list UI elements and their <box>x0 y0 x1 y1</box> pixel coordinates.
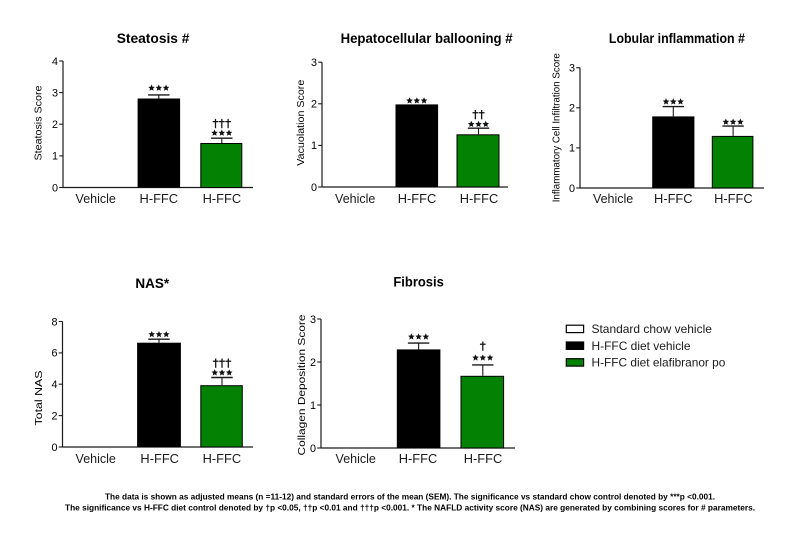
svg-text:The significance vs H-FFC diet: The significance vs H-FFC diet control d… <box>65 503 755 513</box>
svg-text:H-FFC: H-FFC <box>399 452 438 466</box>
svg-text:0: 0 <box>310 443 316 455</box>
svg-text:H-FFC: H-FFC <box>203 192 242 206</box>
svg-text:0: 0 <box>52 182 58 194</box>
svg-text:Vehicle: Vehicle <box>336 452 376 466</box>
svg-text:4: 4 <box>51 379 57 391</box>
svg-text:2: 2 <box>310 357 316 369</box>
svg-text:Vehicle: Vehicle <box>76 452 116 466</box>
svg-text:Vacuolation Score: Vacuolation Score <box>296 79 307 165</box>
svg-text:Standard chow vehicle: Standard chow vehicle <box>592 322 713 336</box>
svg-text:H-FFC: H-FFC <box>398 192 437 206</box>
svg-text:3: 3 <box>52 87 58 99</box>
svg-text:H-FFC: H-FFC <box>203 452 242 466</box>
svg-text:The data is shown as adjusted: The data is shown as adjusted means (n =… <box>105 492 715 502</box>
svg-text:3: 3 <box>310 314 316 326</box>
svg-text:Steatosis Score: Steatosis Score <box>34 85 45 160</box>
svg-text:2: 2 <box>52 119 58 131</box>
svg-text:4: 4 <box>52 56 58 68</box>
svg-text:H-FFC: H-FFC <box>460 192 499 206</box>
svg-text:Hepatocellular ballooning #: Hepatocellular ballooning # <box>341 30 513 46</box>
svg-text:H-FFC diet elafibranor po: H-FFC diet elafibranor po <box>592 356 726 370</box>
svg-text:2: 2 <box>569 103 575 115</box>
svg-text:Total NAS: Total NAS <box>34 370 45 425</box>
svg-text:1: 1 <box>311 140 317 152</box>
svg-text:Collagen Deposition Score: Collagen Deposition Score <box>297 314 308 455</box>
svg-text:1: 1 <box>310 400 316 412</box>
svg-text:1: 1 <box>52 151 58 163</box>
svg-text:8: 8 <box>51 316 57 328</box>
svg-text:Vehicle: Vehicle <box>335 192 375 206</box>
svg-text:1: 1 <box>569 143 575 155</box>
svg-text:6: 6 <box>51 348 57 360</box>
svg-text:H-FFC: H-FFC <box>654 192 693 206</box>
svg-text:2: 2 <box>51 410 57 422</box>
svg-text:Steatosis #: Steatosis # <box>117 30 190 46</box>
svg-text:Lobular inflammation #: Lobular inflammation # <box>609 30 745 46</box>
svg-text:3: 3 <box>311 57 317 69</box>
svg-text:H-FFC: H-FFC <box>140 192 179 206</box>
svg-text:0: 0 <box>51 442 57 454</box>
svg-text:2: 2 <box>311 99 317 111</box>
svg-text:H-FFC diet vehicle: H-FFC diet vehicle <box>592 339 691 353</box>
svg-text:Fibrosis: Fibrosis <box>393 274 444 290</box>
svg-text:Vehicle: Vehicle <box>76 192 116 206</box>
svg-text:H-FFC: H-FFC <box>140 452 179 466</box>
svg-text:Inflammatory Cell Infiltration: Inflammatory Cell Infiltration Score <box>552 53 563 202</box>
svg-text:NAS*: NAS* <box>135 275 169 291</box>
svg-text:0: 0 <box>569 183 575 195</box>
svg-text:H-FFC: H-FFC <box>714 192 753 206</box>
svg-text:Vehicle: Vehicle <box>593 192 633 206</box>
svg-text:0: 0 <box>311 182 317 194</box>
svg-text:H-FFC: H-FFC <box>464 452 503 466</box>
svg-text:3: 3 <box>569 63 575 75</box>
